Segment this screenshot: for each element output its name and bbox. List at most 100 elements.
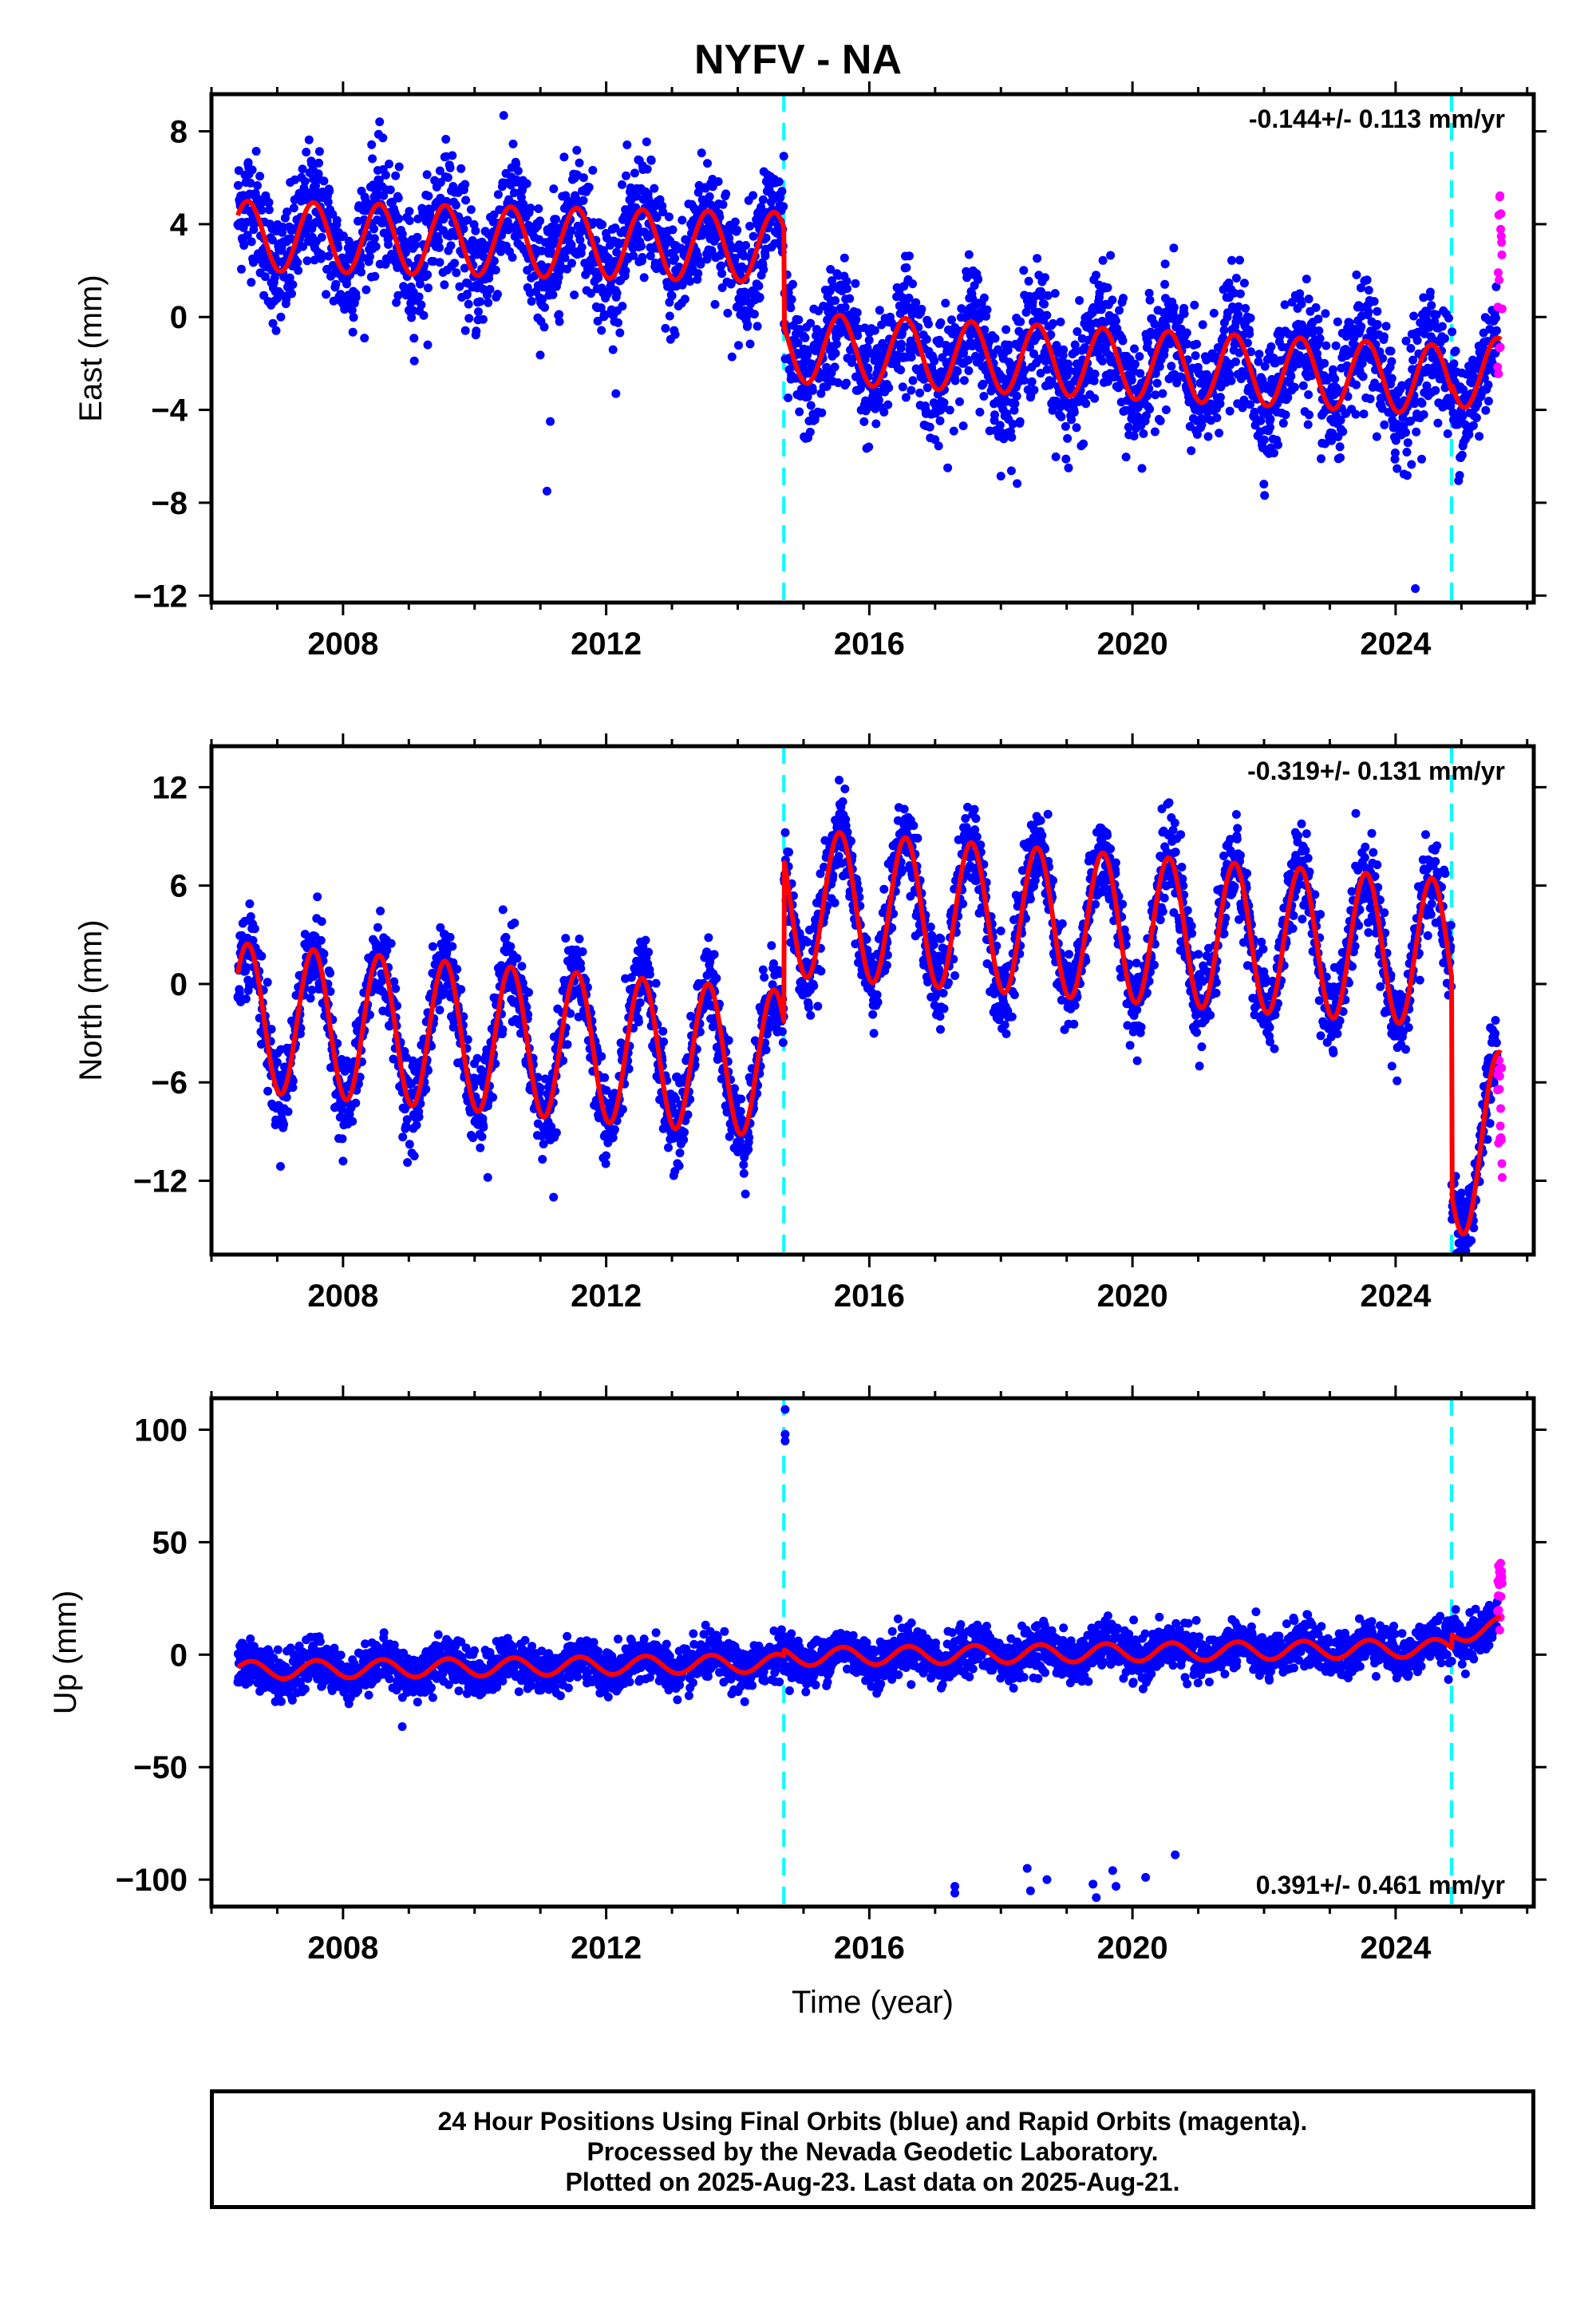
- data-point: [1013, 479, 1022, 488]
- data-point: [1069, 408, 1079, 417]
- data-point: [629, 251, 638, 260]
- data-point: [474, 307, 483, 317]
- data-point: [445, 932, 455, 942]
- data-point: [386, 939, 396, 948]
- data-point: [842, 276, 851, 286]
- data-point: [709, 950, 719, 959]
- data-point: [615, 328, 625, 338]
- data-point: [1145, 295, 1155, 305]
- data-point: [840, 302, 850, 312]
- data-point: [549, 184, 559, 194]
- data-point: [959, 376, 969, 385]
- data-point: [263, 1086, 273, 1096]
- data-point: [697, 148, 706, 158]
- data-point: [800, 333, 810, 342]
- data-point: [1079, 439, 1088, 449]
- data-point: [1302, 275, 1311, 284]
- data-point: [1056, 317, 1065, 326]
- data-point: [897, 339, 906, 349]
- data-point: [1444, 314, 1453, 323]
- data-point: [795, 325, 804, 334]
- data-point: [234, 166, 243, 176]
- data-point: [459, 224, 468, 234]
- data-point: [575, 158, 584, 168]
- data-point: [426, 204, 436, 214]
- data-point: [1231, 274, 1241, 283]
- data-point: [645, 197, 654, 207]
- data-point: [246, 178, 255, 188]
- data-point: [650, 184, 659, 193]
- data-point: [761, 233, 771, 243]
- data-point: [597, 326, 606, 335]
- data-point: [394, 162, 404, 172]
- data-point: [319, 176, 329, 186]
- data-point: [779, 152, 788, 161]
- data-point: [1359, 409, 1369, 419]
- data-point: [1225, 406, 1235, 416]
- data-point: [908, 279, 918, 289]
- data-point: [1139, 429, 1148, 438]
- data-point: [930, 356, 939, 366]
- data-point: [289, 204, 298, 213]
- data-point: [1336, 453, 1345, 462]
- data-point: [851, 279, 860, 288]
- data-point: [1040, 299, 1049, 309]
- data-point: [508, 253, 517, 262]
- data-point: [1425, 287, 1435, 297]
- data-point: [1330, 374, 1340, 384]
- data-point: [646, 251, 655, 261]
- data-point: [1328, 365, 1337, 374]
- data-point: [658, 207, 668, 217]
- data-point: [1311, 302, 1321, 312]
- data-point: [351, 1098, 361, 1108]
- data-point: [371, 242, 381, 251]
- data-point: [243, 231, 252, 240]
- data-point: [1412, 427, 1421, 437]
- data-point: [250, 924, 259, 934]
- data-point: [428, 942, 437, 951]
- data-point: [1136, 369, 1145, 378]
- data-point: [478, 314, 488, 324]
- data-point: [1417, 398, 1427, 408]
- data-point: [680, 1128, 689, 1137]
- final-orbit-points: [233, 776, 1502, 1255]
- data-point: [1059, 345, 1069, 354]
- data-point: [661, 323, 670, 333]
- data-point: [734, 341, 743, 350]
- data-point: [1331, 341, 1341, 350]
- data-point: [753, 322, 762, 331]
- data-point: [670, 254, 680, 263]
- data-point: [963, 355, 973, 365]
- data-point: [251, 147, 261, 156]
- data-point: [526, 204, 535, 213]
- data-point: [847, 354, 857, 364]
- data-point: [1130, 344, 1139, 354]
- data-point: [356, 261, 365, 271]
- data-point: [407, 313, 417, 322]
- data-point: [593, 316, 602, 326]
- data-point: [777, 187, 787, 196]
- data-point: [743, 320, 753, 330]
- data-point: [1192, 339, 1201, 349]
- data-point: [596, 303, 606, 313]
- data-point: [237, 264, 246, 274]
- data-point: [510, 919, 519, 927]
- data-point: [1481, 405, 1491, 415]
- data-point: [349, 313, 358, 322]
- data-point: [730, 217, 740, 227]
- data-point: [1448, 327, 1457, 337]
- data-point: [563, 1040, 572, 1049]
- data-point: [718, 200, 728, 209]
- data-point: [460, 180, 470, 189]
- data-point: [302, 256, 312, 266]
- data-point: [1260, 491, 1270, 500]
- outlier-point: [542, 486, 551, 496]
- data-point: [642, 137, 651, 147]
- data-point: [1190, 300, 1199, 310]
- data-point: [479, 1122, 488, 1132]
- data-point: [376, 907, 385, 915]
- data-point: [1156, 416, 1165, 425]
- data-point: [257, 951, 267, 961]
- data-point: [1409, 311, 1419, 321]
